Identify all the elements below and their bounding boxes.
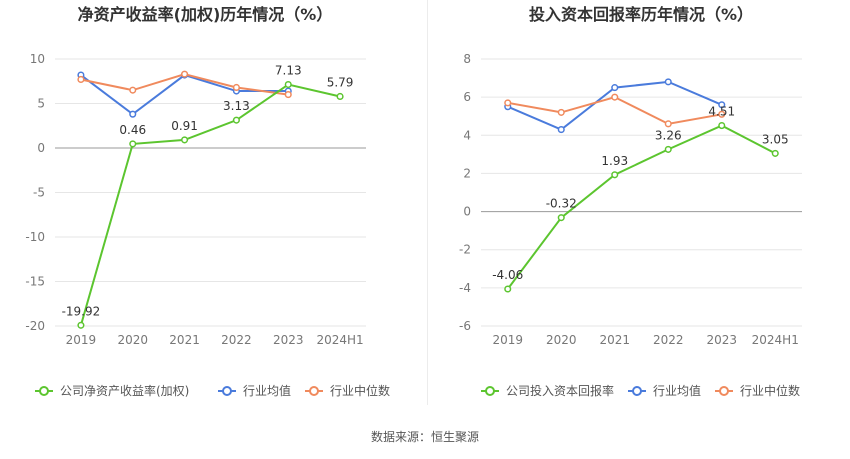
y-tick-label: -15	[25, 275, 45, 289]
y-tick-label: -4	[459, 281, 471, 295]
y-tick-label: 5	[37, 97, 45, 111]
y-tick-label: 8	[463, 52, 471, 66]
series-line	[506, 124, 776, 290]
data-point	[77, 75, 85, 84]
y-tick-label: 0	[37, 141, 45, 155]
data-point	[611, 171, 619, 179]
y-tick-label: 10	[30, 52, 45, 66]
data-label: 3.13	[223, 99, 250, 113]
data-point	[232, 83, 240, 92]
data-point	[77, 321, 85, 329]
chart-title: 净资产收益率(加权)历年情况（%）	[78, 5, 333, 24]
x-tick-label: 2023	[706, 333, 737, 347]
panel-divider	[427, 0, 428, 405]
data-point	[664, 145, 672, 153]
y-tick-label: -2	[459, 243, 471, 257]
legend-label: 公司净资产收益率(加权)	[60, 383, 189, 398]
data-label: 7.13	[275, 64, 302, 78]
data-label: 3.05	[762, 132, 789, 146]
data-point	[232, 116, 240, 124]
x-tick-label: 2019	[66, 333, 97, 347]
y-tick-label: 6	[463, 90, 471, 104]
data-label: -0.32	[546, 197, 577, 211]
data-point	[504, 285, 512, 293]
data-label: -19.92	[62, 304, 101, 318]
data-point	[718, 122, 726, 130]
data-point	[771, 149, 779, 157]
legend-marker	[632, 386, 642, 396]
legend-marker	[309, 386, 319, 396]
x-tick-label: 2019	[492, 333, 523, 347]
legend-marker	[485, 386, 495, 396]
data-point	[181, 70, 189, 78]
legend-label: 行业中位数	[330, 383, 390, 398]
legend-marker	[222, 386, 232, 396]
y-tick-label: -6	[459, 319, 471, 333]
x-tick-label: 2020	[546, 333, 577, 347]
data-label: 3.26	[655, 128, 682, 142]
data-point	[664, 78, 672, 86]
legend-label: 行业均值	[243, 383, 291, 398]
data-label: 0.46	[119, 123, 146, 137]
data-point	[557, 126, 565, 134]
x-tick-label: 2021	[599, 333, 630, 347]
data-point	[129, 86, 137, 94]
data-source-note: 数据来源：恒生聚源	[370, 430, 479, 444]
data-point	[129, 110, 137, 118]
legend-label: 行业中位数	[740, 383, 800, 398]
legend-marker	[719, 386, 729, 396]
data-point	[284, 91, 292, 99]
data-point	[557, 108, 565, 116]
data-point	[336, 92, 344, 101]
data-point	[664, 120, 672, 128]
x-tick-label: 2020	[117, 333, 148, 347]
x-tick-label: 2022	[221, 333, 252, 347]
data-label: 1.93	[601, 154, 628, 168]
y-tick-label: 2	[463, 166, 471, 180]
y-tick-label: -20	[25, 319, 45, 333]
x-tick-label: 2024H1	[316, 333, 363, 347]
data-label: 5.79	[327, 75, 354, 89]
legend-label: 公司投入资本回报率	[506, 383, 614, 398]
data-point	[504, 99, 512, 107]
y-tick-label: -5	[33, 186, 45, 200]
data-point	[611, 93, 619, 101]
chart-title: 投入资本回报率历年情况（%）	[529, 5, 753, 24]
series-line	[79, 83, 341, 326]
data-point	[611, 84, 619, 92]
data-point	[557, 214, 565, 222]
data-point	[718, 110, 726, 118]
y-tick-label: 0	[463, 205, 471, 219]
legend-marker	[39, 386, 49, 396]
data-label: 0.91	[171, 119, 198, 133]
series-line	[80, 73, 289, 116]
x-tick-label: 2024H1	[752, 333, 799, 347]
y-tick-label: 4	[463, 128, 471, 142]
data-point	[129, 140, 137, 148]
x-tick-label: 2023	[273, 333, 304, 347]
data-label: -4.06	[492, 268, 523, 282]
y-tick-label: -10	[25, 230, 45, 244]
data-label: 4.51	[708, 105, 735, 119]
legend-label: 行业均值	[653, 383, 701, 398]
x-tick-label: 2022	[653, 333, 684, 347]
data-point	[181, 136, 189, 144]
x-tick-label: 2021	[169, 333, 200, 347]
data-point	[284, 80, 292, 89]
data-point	[718, 101, 726, 109]
roe-chart: 净资产收益率(加权)历年情况（%） 10 5 0 -5 -10 -15 -20 2019 2020…	[25, 5, 390, 398]
roic-chart: 投入资本回报率历年情况（%） 8 6 4 2 0 -2 -4 -6 2019 2020 2021 202…	[459, 5, 802, 398]
